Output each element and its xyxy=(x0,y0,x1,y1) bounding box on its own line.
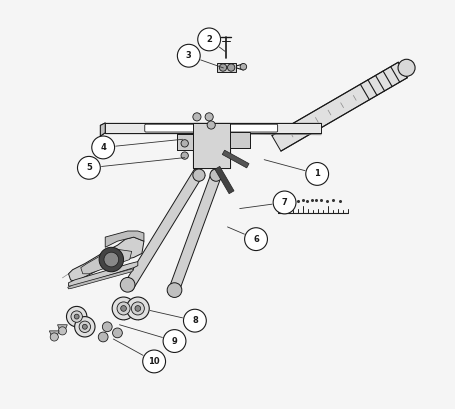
Polygon shape xyxy=(222,150,249,168)
Circle shape xyxy=(193,169,205,181)
Circle shape xyxy=(143,350,166,373)
Circle shape xyxy=(228,64,235,71)
Text: 9: 9 xyxy=(172,337,177,346)
Text: 2: 2 xyxy=(206,35,212,44)
Circle shape xyxy=(102,322,112,332)
Circle shape xyxy=(82,324,87,329)
Polygon shape xyxy=(50,331,59,335)
Circle shape xyxy=(181,152,188,159)
Text: 1: 1 xyxy=(314,169,320,178)
Text: 10: 10 xyxy=(148,357,160,366)
Polygon shape xyxy=(193,123,229,168)
Circle shape xyxy=(273,191,296,214)
Polygon shape xyxy=(105,123,321,133)
Circle shape xyxy=(240,63,247,70)
Circle shape xyxy=(92,136,115,159)
Polygon shape xyxy=(272,62,407,151)
Circle shape xyxy=(50,333,58,341)
Circle shape xyxy=(71,311,82,322)
Polygon shape xyxy=(100,123,105,136)
Circle shape xyxy=(112,328,122,338)
Text: 7: 7 xyxy=(282,198,288,207)
Circle shape xyxy=(167,283,182,297)
Circle shape xyxy=(135,306,141,311)
Polygon shape xyxy=(69,262,138,286)
Circle shape xyxy=(205,113,213,121)
FancyBboxPatch shape xyxy=(145,124,278,132)
Polygon shape xyxy=(105,231,144,247)
Polygon shape xyxy=(217,63,237,72)
Circle shape xyxy=(66,306,87,327)
Circle shape xyxy=(98,332,108,342)
Polygon shape xyxy=(167,170,222,296)
Circle shape xyxy=(193,113,201,121)
Polygon shape xyxy=(123,169,203,291)
Polygon shape xyxy=(81,249,131,274)
Circle shape xyxy=(77,156,100,179)
Circle shape xyxy=(112,297,135,320)
Circle shape xyxy=(120,277,135,292)
Circle shape xyxy=(58,327,66,335)
Circle shape xyxy=(183,309,206,332)
Circle shape xyxy=(126,297,149,320)
Circle shape xyxy=(131,302,144,315)
Circle shape xyxy=(210,169,222,181)
Polygon shape xyxy=(69,237,144,282)
Circle shape xyxy=(398,59,415,76)
Polygon shape xyxy=(229,132,250,148)
Circle shape xyxy=(181,140,188,147)
Polygon shape xyxy=(68,269,134,289)
Text: 5: 5 xyxy=(86,163,92,172)
Circle shape xyxy=(198,28,221,51)
Polygon shape xyxy=(57,325,67,329)
Circle shape xyxy=(177,44,200,67)
Text: 3: 3 xyxy=(186,51,192,60)
Circle shape xyxy=(99,247,124,272)
Text: 8: 8 xyxy=(192,316,198,325)
Circle shape xyxy=(207,121,215,129)
Circle shape xyxy=(121,306,126,311)
Circle shape xyxy=(306,162,329,185)
Circle shape xyxy=(104,252,119,267)
Circle shape xyxy=(75,317,95,337)
Circle shape xyxy=(74,314,79,319)
Circle shape xyxy=(245,228,268,251)
Polygon shape xyxy=(177,134,193,150)
Text: 4: 4 xyxy=(100,143,106,152)
Circle shape xyxy=(117,302,130,315)
Circle shape xyxy=(163,330,186,353)
Circle shape xyxy=(219,64,227,71)
Text: 6: 6 xyxy=(253,235,259,244)
Polygon shape xyxy=(215,166,234,194)
Circle shape xyxy=(79,321,91,333)
